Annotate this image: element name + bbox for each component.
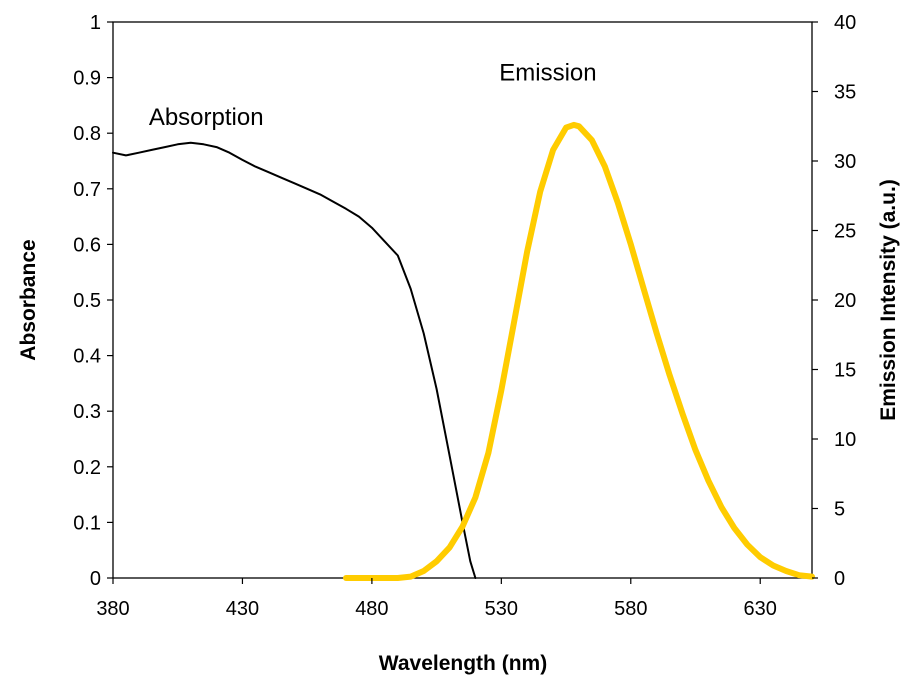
annotation-layer: Absorption Emission <box>149 59 597 130</box>
y-right-tick-label: 40 <box>834 12 856 34</box>
y-right-tick-label: 30 <box>834 151 856 173</box>
annotation-absorption: Absorption <box>149 104 264 131</box>
y-right-tick-label: 10 <box>834 429 856 451</box>
y-right-tick-label: 5 <box>834 499 845 521</box>
y-left-tick-label: 0.5 <box>73 290 101 312</box>
y-left-tick-label: 0 <box>90 568 101 590</box>
y-left-tick-label: 0.6 <box>73 234 101 256</box>
series-line-absorption <box>112 141 477 579</box>
y-right-axis-title: Emission Intensity (a.u.) <box>877 179 900 421</box>
y-right-tick-label: 20 <box>834 290 856 312</box>
y-left-axis-title: Absorbance <box>17 239 40 360</box>
y-left-tick-label: 0.1 <box>73 512 101 534</box>
x-tick-label: 480 <box>355 598 388 620</box>
y-right-tick-label: 0 <box>834 568 845 590</box>
y-left-tick-label: 0.2 <box>73 457 101 479</box>
ticks-layer: 380 430 480 530 580 63000.10.20.30.40.50.60.7… <box>73 12 856 620</box>
y-right-tick-label: 15 <box>834 360 856 382</box>
x-tick-label: 430 <box>226 598 259 620</box>
y-left-tick-label: 0.3 <box>73 401 101 423</box>
y-right-tick-label: 35 <box>834 82 856 104</box>
y-left-tick-label: 1 <box>90 12 101 34</box>
y-left-tick-label: 0.8 <box>73 123 101 145</box>
series-line-emission <box>343 121 815 581</box>
x-axis-title: Wavelength (nm) <box>379 652 547 675</box>
y-left-tick-label: 0.4 <box>73 346 101 368</box>
x-tick-label: 380 <box>96 598 129 620</box>
y-left-tick-label: 0.9 <box>73 68 101 90</box>
x-tick-label: 530 <box>485 598 518 620</box>
series-layer <box>112 121 815 581</box>
y-left-tick-label: 0.7 <box>73 179 101 201</box>
x-tick-label: 630 <box>744 598 777 620</box>
y-right-tick-label: 25 <box>834 221 856 243</box>
annotation-emission: Emission <box>499 59 596 86</box>
x-tick-label: 580 <box>614 598 647 620</box>
